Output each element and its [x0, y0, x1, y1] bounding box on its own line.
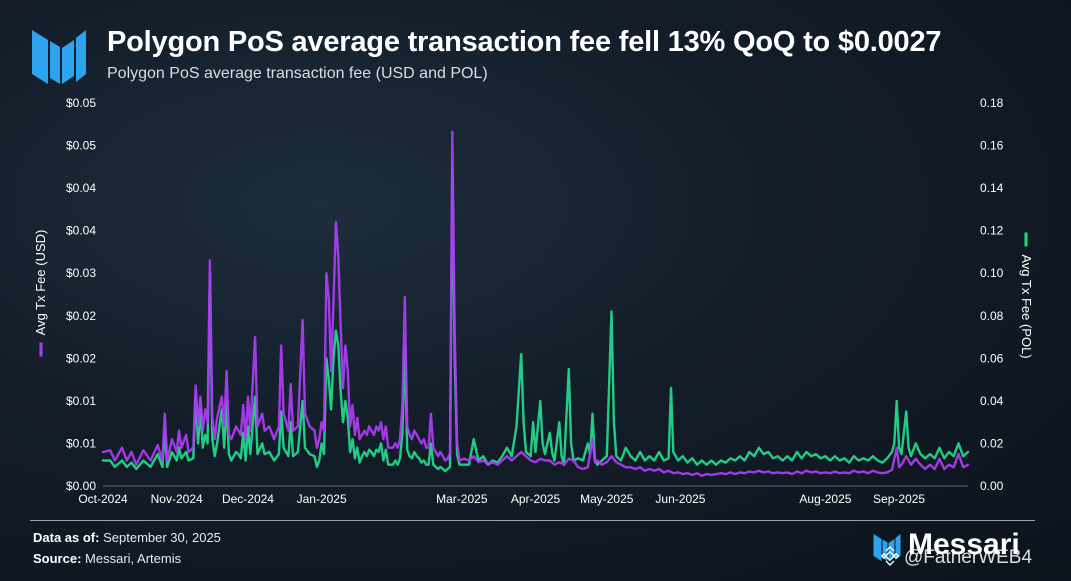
x-tick-label: Nov-2024: [151, 492, 203, 506]
usd-fee-series-line: [101, 130, 970, 477]
y-left-tick-label: $0.05: [66, 139, 96, 153]
y-right-tick-label: 0.14: [980, 181, 1004, 195]
source-label: Source:: [33, 551, 82, 566]
y-right-tick-label: 0.10: [980, 266, 1004, 280]
y-left-tick-label: $0.01: [66, 394, 96, 408]
y-right-tick-label: 0.00: [980, 479, 1004, 493]
y-right-axis-title: Avg Tx Fee (POL): [1019, 254, 1034, 358]
x-tick-label: Sep-2025: [873, 492, 925, 506]
y-left-tick-label: $0.02: [66, 309, 96, 323]
x-tick-label: Jan-2025: [297, 492, 347, 506]
x-tick-label: May-2025: [580, 492, 634, 506]
y-left-tick-label: $0.02: [66, 351, 96, 365]
brand-name: Messari: [908, 528, 1020, 561]
x-tick-label: Apr-2025: [511, 492, 561, 506]
binance-icon: [880, 546, 900, 566]
y-left-axis-title: Avg Tx Fee (USD): [33, 230, 48, 336]
footer-divider: [30, 520, 1035, 521]
y-right-tick-label: 0.16: [980, 139, 1004, 153]
source-note: Source: Messari, Artemis: [33, 551, 181, 566]
x-tick-label: Oct-2024: [78, 492, 128, 506]
y-right-tick-label: 0.02: [980, 436, 1004, 450]
x-tick-label: Jun-2025: [655, 492, 705, 506]
chart-series: [101, 130, 970, 477]
watermark: @FatherWEB4: [880, 546, 1032, 569]
y-right-tick-label: 0.18: [980, 96, 1004, 110]
y-right-tick-label: 0.06: [980, 351, 1004, 365]
y-left-tick-label: $0.05: [66, 96, 96, 110]
data-as-of-value: September 30, 2025: [103, 530, 221, 545]
messari-logo-icon: [32, 30, 86, 84]
page-title: Polygon PoS average transaction fee fell…: [107, 26, 942, 58]
y-right-tick-label: 0.04: [980, 394, 1004, 408]
pol-fee-series-line: [101, 167, 970, 473]
y-left-tick-label: $0.04: [66, 181, 96, 195]
y-left-tick-label: $0.01: [66, 436, 96, 450]
data-as-of: Data as of: September 30, 2025: [33, 530, 221, 545]
y-right-tick-label: 0.08: [980, 309, 1004, 323]
data-as-of-label: Data as of:: [33, 530, 100, 545]
y-left-tick-label: $0.00: [66, 479, 96, 493]
page-subtitle: Polygon PoS average transaction fee (USD…: [107, 65, 488, 82]
x-tick-label: Mar-2025: [436, 492, 488, 506]
x-tick-label: Aug-2025: [799, 492, 851, 506]
y-left-tick-label: $0.03: [66, 266, 96, 280]
chart-labels: $0.00 $0.01 $0.01 $0.02 $0.02 $0.03 $0.04 $0.04…: [33, 96, 1034, 506]
source-value: Messari, Artemis: [85, 551, 182, 566]
x-tick-label: Dec-2024: [222, 492, 274, 506]
watermark-text: @FatherWEB4: [904, 547, 1033, 568]
y-right-tick-label: 0.12: [980, 224, 1004, 238]
y-left-tick-label: $0.04: [66, 224, 96, 238]
